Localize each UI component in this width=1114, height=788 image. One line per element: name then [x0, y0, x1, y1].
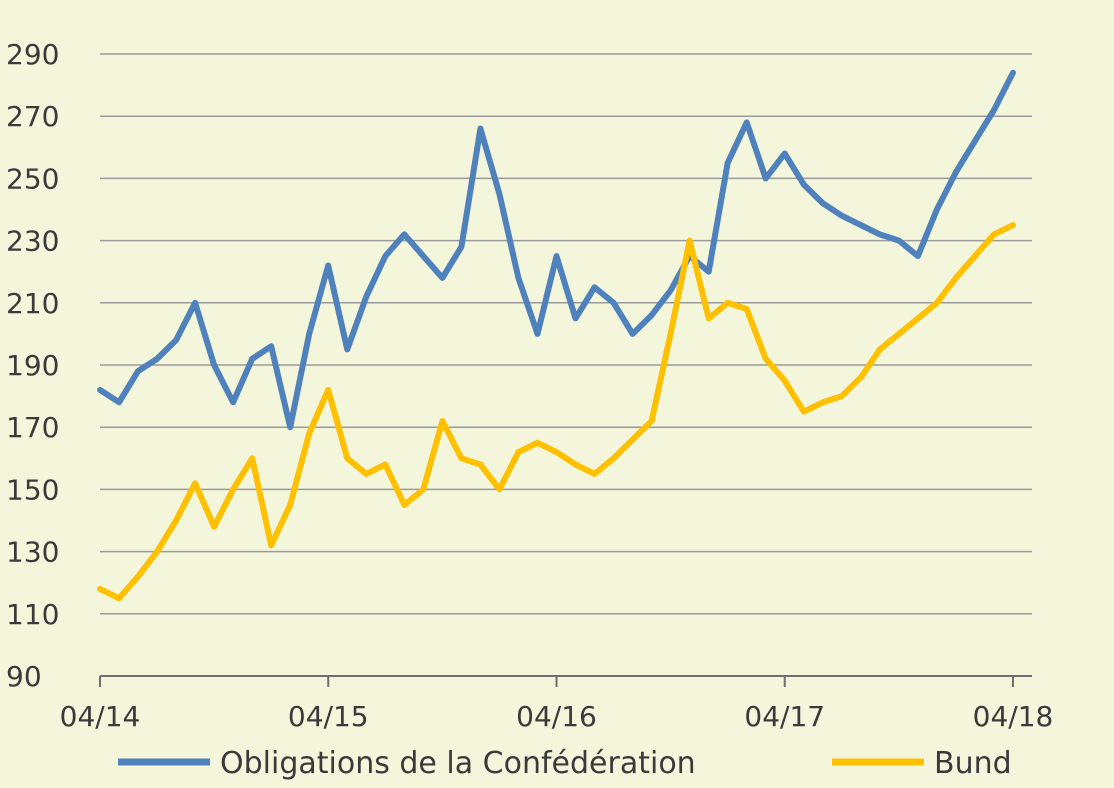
x-tick-label: 04/15	[288, 700, 369, 733]
y-tick-label: 190	[6, 349, 59, 382]
series-lines	[97, 69, 1016, 602]
y-tick-label: 270	[6, 100, 59, 133]
x-tick-label: 04/14	[60, 700, 141, 733]
gridlines	[100, 53, 1032, 615]
y-tick-label: 170	[6, 411, 59, 444]
series-line-bund	[97, 222, 1016, 602]
x-tick-label: 04/18	[973, 700, 1054, 733]
y-axis: 90 110 130 150 170 190 210 230 250 270 290	[6, 38, 59, 693]
legend: Obligations de la Confédération Bund	[118, 746, 1012, 781]
y-tick-label: 130	[6, 536, 59, 569]
x-tick-label: 04/16	[516, 700, 597, 733]
y-tick-label: 290	[6, 38, 59, 71]
y-tick-label: 210	[6, 287, 59, 320]
legend-label-confederation: Obligations de la Confédération	[220, 746, 696, 781]
legend-label-bund: Bund	[934, 746, 1012, 781]
y-tick-label: 110	[6, 598, 59, 631]
x-axis: 04/14 04/15 04/16 04/17 04/18	[60, 675, 1054, 733]
y-tick-label: 90	[6, 660, 42, 693]
y-tick-label: 230	[6, 225, 59, 258]
y-tick-label: 250	[6, 162, 59, 195]
series-line-confederation	[97, 69, 1016, 431]
y-tick-label: 150	[6, 473, 59, 506]
x-tick-label: 04/17	[744, 700, 825, 733]
